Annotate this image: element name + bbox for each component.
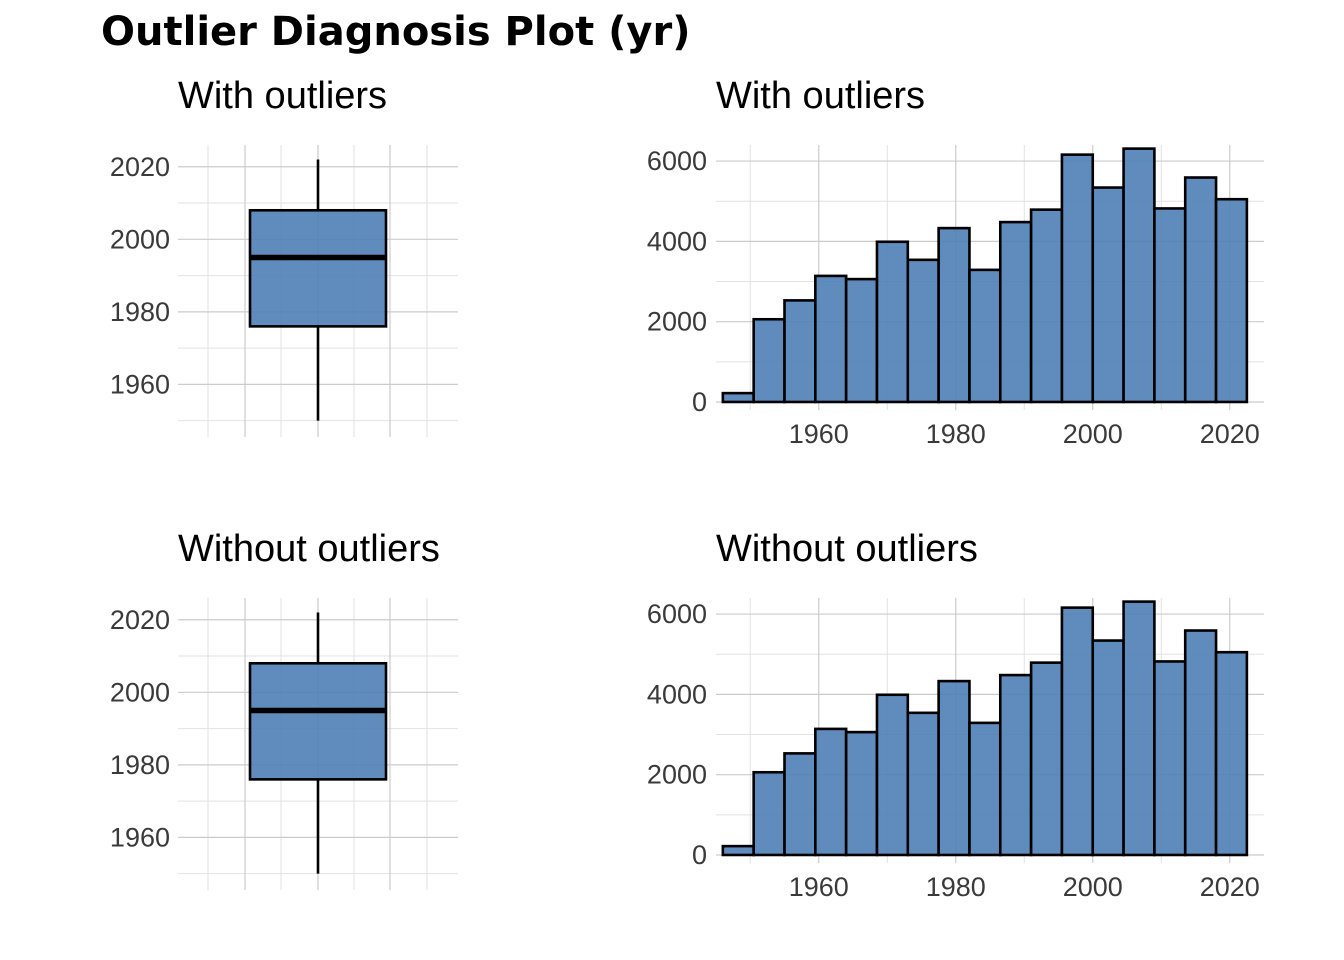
histogram-bar	[1183, 176, 1218, 404]
y-tick-label: 1960	[110, 822, 170, 852]
histogram-bar	[1060, 606, 1095, 857]
histogram-bar	[1122, 600, 1156, 857]
y-tick-label: 2020	[110, 605, 170, 635]
histogram-bar	[968, 268, 1002, 404]
y-tick-label: 2000	[110, 224, 170, 254]
figure-title: Outlier Diagnosis Plot (yr)	[101, 9, 690, 55]
panel-title: Without outliers	[178, 528, 440, 570]
histogram-bar	[721, 391, 755, 404]
x-tick-label: 2000	[1063, 872, 1123, 902]
x-tick-label: 1960	[789, 872, 849, 902]
histogram-bar	[1153, 207, 1187, 404]
x-tick-label: 2000	[1063, 419, 1123, 449]
boxplot-panel-with-outliers: With outliers 1960 1980 2000 2020	[110, 75, 458, 437]
histogram-bar	[1091, 186, 1125, 404]
x-tick-label: 1980	[926, 872, 986, 902]
y-tick-label: 6000	[647, 599, 707, 629]
histogram-bar	[1153, 660, 1187, 857]
panel-title: With outliers	[178, 75, 387, 117]
y-tick-label: 2020	[110, 152, 170, 182]
y-tick-label: 1960	[110, 369, 170, 399]
y-tick-label: 4000	[647, 679, 707, 709]
histogram-bar	[1091, 639, 1125, 857]
histogram-bar	[1029, 661, 1064, 857]
histogram-bar	[906, 711, 940, 857]
y-tick-label: 2000	[110, 677, 170, 707]
y-tick-label: 2000	[647, 307, 707, 337]
y-tick-label: 6000	[647, 146, 707, 176]
histogram-bar	[1214, 197, 1249, 404]
y-tick-label: 2000	[647, 760, 707, 790]
histogram-bar	[814, 274, 848, 404]
y-tick-label: 1980	[110, 750, 170, 780]
histogram-bar	[906, 258, 940, 404]
panel-title: Without outliers	[716, 528, 978, 570]
histogram-bar	[875, 693, 910, 857]
histogram-bar	[1060, 153, 1095, 404]
histogram-bar	[1122, 147, 1156, 404]
histogram-bar	[783, 752, 817, 857]
histogram-bar	[844, 730, 879, 857]
histogram-bar	[752, 770, 786, 857]
histogram-bar	[875, 240, 910, 404]
histogram-bar	[844, 277, 879, 404]
histogram-bar	[1183, 629, 1218, 857]
histogram-bar	[814, 727, 848, 857]
histogram-panel-with-outliers: With outliers 1960 1980 2000 2020 0 2000 4000 6…	[647, 75, 1264, 449]
boxplot-panel-without-outliers: Without outliers 1960 1980 2000 2020	[110, 528, 458, 890]
histogram-bar	[998, 673, 1033, 857]
histogram-bar	[937, 679, 971, 857]
histogram-bar	[937, 226, 971, 404]
x-tick-label: 2020	[1200, 872, 1260, 902]
y-tick-label: 4000	[647, 226, 707, 256]
histogram-bar	[752, 317, 786, 404]
histogram-bar	[1214, 650, 1249, 857]
panel-title: With outliers	[716, 75, 925, 117]
x-tick-label: 2020	[1200, 419, 1260, 449]
x-tick-label: 1960	[789, 419, 849, 449]
y-tick-label: 0	[692, 387, 707, 417]
histogram-bar	[1029, 208, 1064, 404]
y-tick-label: 1980	[110, 297, 170, 327]
histogram-bar	[721, 844, 755, 857]
box-iqr	[248, 208, 388, 328]
histogram-bar	[968, 721, 1002, 857]
histogram-panel-without-outliers: Without outliers 1960 1980 2000 2020 0 2000 40…	[647, 528, 1264, 902]
y-tick-label: 0	[692, 840, 707, 870]
x-tick-label: 1980	[926, 419, 986, 449]
histogram-bar	[783, 299, 817, 404]
box-iqr	[248, 661, 388, 781]
histogram-bar	[998, 220, 1033, 404]
